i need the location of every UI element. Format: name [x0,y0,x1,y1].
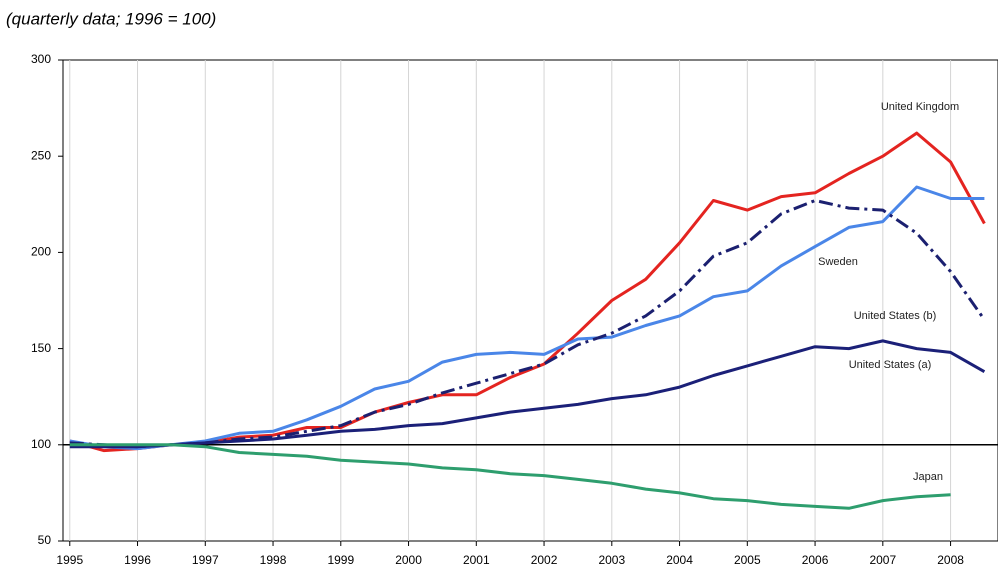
y-tick-label: 250 [31,148,51,162]
x-tick-label: 2004 [666,553,693,567]
series-label: Japan [913,471,943,483]
x-tick-label: 2005 [734,553,761,567]
x-tick-label: 1999 [327,553,354,567]
x-tick-label: 1998 [260,553,287,567]
series-label: Sweden [818,256,858,268]
series-line [69,339,986,449]
x-tick-label: 1996 [124,553,151,567]
plot-frame [62,59,998,542]
x-tick-label: 2008 [937,553,964,567]
y-tick-label: 300 [31,52,51,66]
y-tick-label: 50 [38,533,52,547]
y-tick-label: 100 [31,437,51,451]
x-tick-label: 2000 [395,553,422,567]
plot-area [63,60,998,541]
x-tick-label: 2006 [802,553,829,567]
chart-subtitle: (quarterly data; 1996 = 100) [6,9,216,28]
x-tick-label: 2007 [869,553,896,567]
series-line [69,185,985,451]
series-line [69,199,986,449]
x-tick-label: 2001 [463,553,490,567]
series-line [69,131,986,453]
y-tick-label: 200 [31,245,51,259]
series-label: United Kingdom [881,101,959,113]
x-tick-label: 1997 [192,553,219,567]
y-tick-label: 150 [31,341,51,355]
series-line [69,443,951,510]
x-tick-label: 2003 [598,553,625,567]
x-tick-label: 1995 [56,553,83,567]
x-tick-label: 2002 [531,553,558,567]
series-label: United States (b) [854,310,937,322]
series-label: United States (a) [849,359,932,371]
